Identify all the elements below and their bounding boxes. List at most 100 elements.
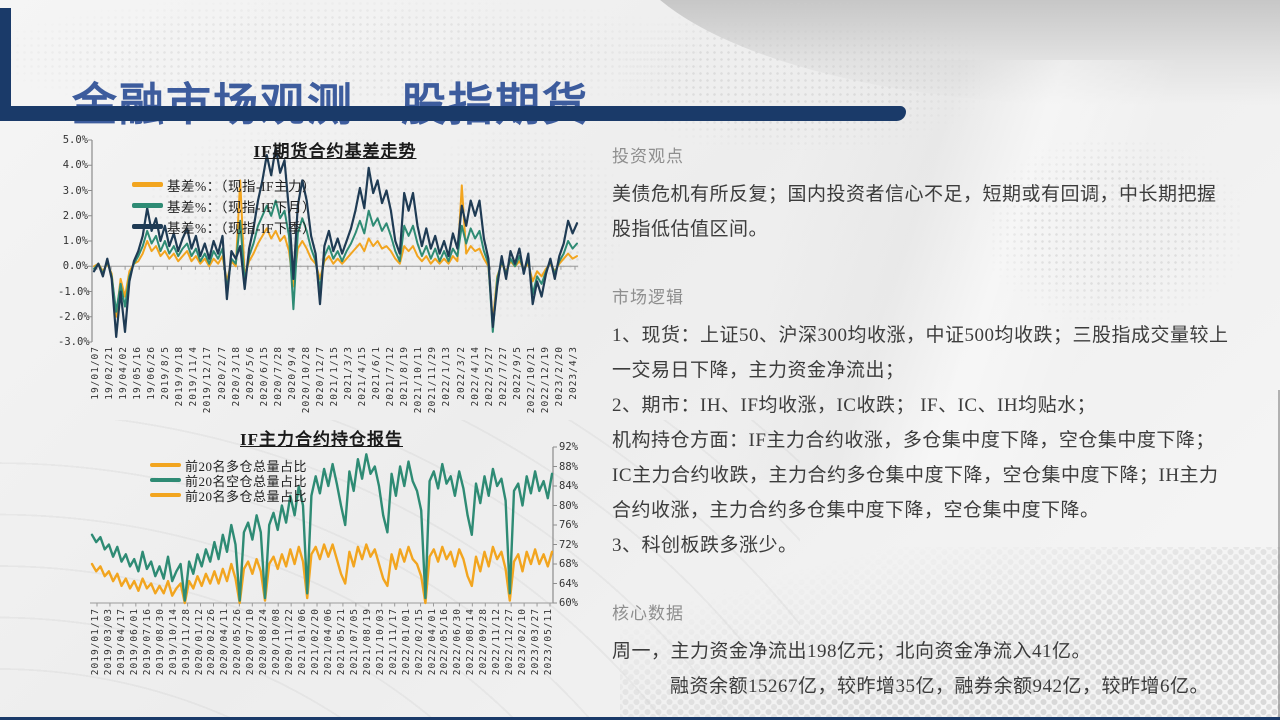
- y-axis-tick-label: -2.0%: [58, 310, 90, 323]
- x-axis-tick-label: 2020/11/22: [284, 608, 296, 676]
- x-axis-tick-label: 2022/9/5: [511, 346, 523, 400]
- basis-chart-plot: [88, 139, 579, 343]
- legend-label: 基差%：（现指-IF下月）: [167, 199, 316, 215]
- text-section: 核心数据 周一，主力资金净流出198亿元；北向资金净流入41亿。 融资余额15267…: [612, 599, 1272, 704]
- text-section: 市场逻辑 1、现货：上证50、沪深300均收涨，中证500均收跌；三股指成交量较上…: [612, 283, 1272, 563]
- x-axis-tick-label: 2022/3/2: [455, 346, 467, 400]
- x-axis-tick-label: 2021/11/17: [387, 608, 399, 676]
- x-axis-tick-label: 2020/10/28: [300, 346, 312, 414]
- text-line: 一交易日下降，主力资金净流出；: [612, 360, 905, 381]
- section-heading: 市场逻辑: [612, 288, 684, 307]
- x-axis-tick-label: 2019/01/17: [90, 608, 101, 676]
- x-axis-tick-label: 2020/05/26: [232, 608, 244, 676]
- text-line: 合约收涨，主力合约多仓集中度下降，空仓集中度下降。: [612, 500, 1100, 521]
- text-line: IC主力合约收跌，主力合约多仓集中度下降，空仓集中度下降；IH主力: [612, 465, 1219, 486]
- position-report-chart: IF主力合约持仓报告 前20名多仓总量占比 前20名空仓总量占比 前20名多仓总量占…: [80, 424, 640, 720]
- x-axis-tick-label: 2019/8/5: [160, 346, 172, 400]
- accent-vertical-bar: [0, 8, 11, 107]
- text-line: 2、期市：IH、IF均收涨，IC收跌； IF、IC、IH均贴水；: [612, 395, 1097, 416]
- x-axis-tick-label: 2020/04/11: [219, 608, 231, 676]
- text-line: 融资余额15267亿，较昨增35亿，融券余额942亿，较昨增6亿。: [670, 676, 1210, 697]
- y-axis-tick-label: 3.0%: [62, 184, 88, 197]
- y-axis-tick-label: -1.0%: [58, 285, 90, 298]
- series-line: [90, 543, 554, 605]
- legend-swatch: [150, 477, 181, 483]
- x-axis-tick-label: 2022/12/27: [504, 608, 516, 676]
- x-axis-tick-label: 2020/12/7: [314, 346, 326, 407]
- x-axis-tick-label: 19/05/16: [132, 346, 144, 400]
- x-axis-tick-label: 2021/7/12: [385, 346, 397, 407]
- basis-trend-chart: IF期货合约基差走势 基差%：（现指-IF主力） 基差%：（现指-IF下月） 基差%…: [58, 133, 618, 425]
- x-axis-tick-label: 2021/07/05: [348, 608, 360, 676]
- y-axis-tick-label: 4.0%: [62, 159, 88, 172]
- legend-row: 前20名空仓总量占比: [150, 473, 308, 489]
- chart-title: IF期货合约基差走势: [253, 142, 417, 161]
- x-axis-tick-label: 2021/05/21: [335, 608, 347, 676]
- y-axis-tick-label: 0.0%: [62, 260, 88, 273]
- x-axis-tick-label: 2020/07/10: [245, 608, 257, 676]
- y-axis-tick-label: 1.0%: [62, 235, 88, 247]
- x-axis-tick-label: 2022/12/19: [539, 346, 551, 414]
- x-axis-tick-label: 19/06/26: [146, 346, 158, 400]
- x-axis-tick-label: 2023/02/10: [517, 608, 529, 676]
- y-axis-tick-label: 68%: [559, 558, 578, 570]
- x-axis-tick-label: 2019/10/14: [167, 608, 179, 676]
- legend-row: 基差%：（现指-IF下季）: [132, 219, 316, 236]
- x-axis-tick-label: 2022/08/14: [465, 608, 477, 676]
- x-axis-tick-label: 2021/04/06: [322, 608, 334, 676]
- x-axis-tick-label: 2019/9/18: [174, 346, 186, 407]
- legend-swatch: [132, 224, 163, 229]
- x-axis-tick-label: 2019/11/28: [180, 608, 192, 676]
- legend-label: 基差%：（现指-IF下季）: [167, 220, 316, 236]
- x-axis-tick-label: 2021/10/03: [374, 608, 386, 676]
- y-axis-tick-label: 64%: [559, 577, 578, 590]
- x-axis-tick-label: 2019/04/17: [115, 608, 127, 676]
- chart-legend: 前20名多仓总量占比 前20名空仓总量占比 前20名多仓总量占比: [150, 458, 308, 504]
- x-axis-tick-label: 2022/5/27: [483, 346, 495, 407]
- x-axis-tick-label: 2021/11/29: [427, 346, 439, 414]
- legend-swatch: [132, 182, 163, 187]
- commentary-panel: 投资观点 美债危机有所反复；国内投资者信心不足，短期或有回调，中长期把握 股指低估值…: [612, 142, 1272, 720]
- x-axis-tick-label: 2023/03/27: [530, 608, 542, 676]
- x-axis-tick-label: 2021/08/19: [361, 608, 373, 676]
- x-axis-tick-label: 2020/5/6: [244, 346, 256, 400]
- series-line: [92, 146, 579, 338]
- x-axis-tick-label: 2022/04/01: [426, 608, 438, 676]
- chart-legend: 基差%：（现指-IF主力） 基差%：（现指-IF下月） 基差%：（现指-IF下季）: [132, 177, 316, 240]
- page-title: 金融市场观测—股指期货: [72, 68, 589, 133]
- legend-row: 基差%：（现指-IF下月）: [132, 198, 316, 215]
- x-axis-tick-label: 2020/08/24: [258, 608, 270, 676]
- x-axis-tick-label: 2021/8/19: [399, 346, 411, 407]
- x-axis-tick-label: 2022/10/21: [525, 346, 537, 414]
- x-axis-tick-label: 2019/12/17: [202, 346, 214, 414]
- x-axis-tick-label: 2020/9/4: [286, 346, 298, 400]
- y-axis-tick-label: 76%: [559, 519, 578, 531]
- x-axis-tick-label: 2021/1/15: [329, 346, 340, 407]
- text-line: 1、现货：上证50、沪深300均收涨，中证500均收跌；三股指成交量较上: [612, 325, 1229, 346]
- x-axis-tick-label: 2022/7/27: [497, 346, 509, 407]
- section-heading: 投资观点: [612, 147, 684, 166]
- x-axis-tick-label: 2021/3/3: [343, 346, 355, 400]
- position-chart-plot: [90, 446, 557, 607]
- y-axis-tick-label: 88%: [559, 460, 578, 473]
- x-axis-tick-label: 2020/7/28: [272, 346, 284, 407]
- x-axis-tick-label: 2019/08/30: [154, 608, 166, 676]
- x-axis-tick-label: 2021/01/06: [297, 608, 309, 676]
- y-axis-tick-label: 5.0%: [62, 134, 88, 146]
- legend-label: 前20名多仓总量占比: [185, 488, 308, 504]
- y-axis-tick-label: 84%: [559, 480, 578, 492]
- legend-label: 前20名多仓总量占比: [185, 458, 308, 474]
- legend-row: 前20名多仓总量占比: [150, 458, 308, 474]
- x-axis-tick-label: 19/02/21: [104, 346, 116, 400]
- text-line: 3、科创板跌多涨少。: [612, 535, 798, 556]
- legend-label: 前20名空仓总量占比: [185, 473, 308, 489]
- y-axis-tick-label: 92%: [559, 441, 578, 453]
- y-axis-tick-label: 72%: [559, 538, 578, 551]
- x-axis-tick-label: 2023/2/20: [553, 346, 565, 407]
- x-axis-tick-label: 2022/09/28: [478, 608, 490, 676]
- x-axis-tick-label: 2023/4/3: [568, 346, 579, 400]
- x-axis-tick-label: 2020/02/26: [206, 608, 218, 676]
- y-axis-tick-label: 60%: [559, 597, 578, 609]
- x-axis-tick-label: 2021/6/1: [371, 346, 383, 400]
